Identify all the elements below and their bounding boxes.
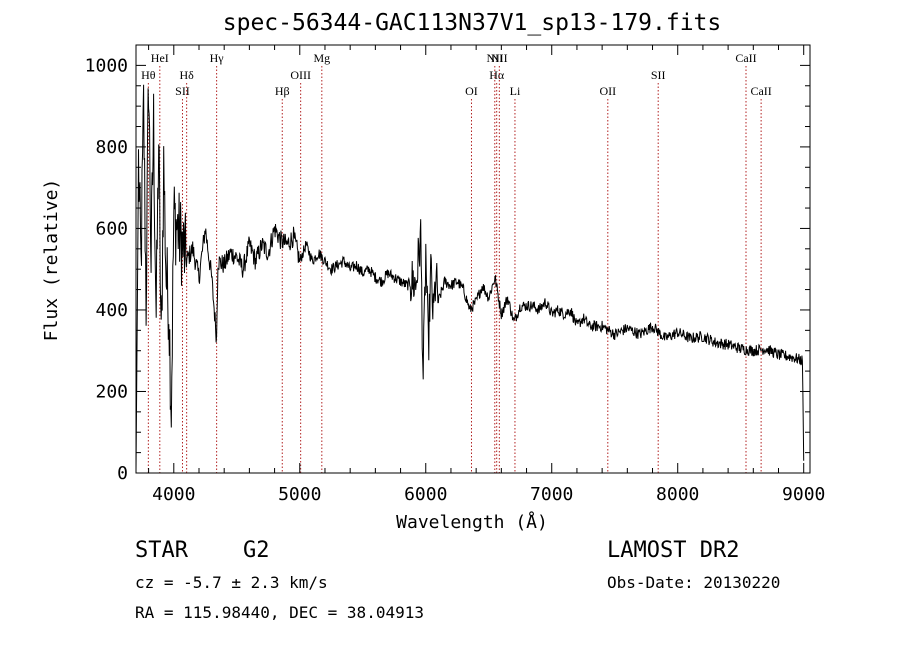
line-marker-label: Mg bbox=[313, 51, 330, 65]
y-tick-label: 1000 bbox=[85, 55, 128, 76]
x-tick-label: 9000 bbox=[782, 484, 825, 505]
x-tick-label: 4000 bbox=[152, 484, 195, 505]
x-tick-label: 5000 bbox=[278, 484, 321, 505]
line-marker-label: CaII bbox=[735, 51, 756, 65]
y-tick-label: 200 bbox=[95, 381, 128, 402]
spectral-subclass: G2 bbox=[243, 538, 270, 563]
y-tick-label: 800 bbox=[95, 137, 128, 158]
line-marker-label: SII bbox=[651, 68, 666, 82]
x-tick-label: 6000 bbox=[404, 484, 447, 505]
y-axis-label: Flux (relative) bbox=[41, 179, 62, 342]
plot-frame bbox=[135, 44, 811, 474]
axis-ticks: 4000 5000 6000 7000 8000 9000 0 200 400 600 800 100… bbox=[85, 44, 825, 505]
line-marker-label: Hδ bbox=[179, 68, 194, 82]
line-marker-label: NII bbox=[486, 51, 503, 65]
chart-title: spec-56344-GAC113N37V1_sp13-179.fits bbox=[223, 10, 722, 36]
y-tick-label: 400 bbox=[95, 300, 128, 321]
line-marker-label: SII bbox=[175, 84, 190, 98]
coordinates: RA = 115.98440, DEC = 38.04913 bbox=[135, 603, 424, 622]
line-marker-label: Hθ bbox=[141, 68, 156, 82]
y-tick-label: 600 bbox=[95, 218, 128, 239]
survey-name: LAMOST DR2 bbox=[607, 538, 740, 563]
x-tick-label: 7000 bbox=[530, 484, 573, 505]
redshift-value: cz = -5.7 ± 2.3 km/s bbox=[135, 573, 328, 592]
observation-date: Obs-Date: 20130220 bbox=[607, 573, 781, 592]
y-tick-label: 0 bbox=[117, 463, 128, 484]
line-marker-label: OIII bbox=[290, 68, 311, 82]
line-marker-label: CaII bbox=[750, 84, 771, 98]
line-marker-label: Li bbox=[510, 84, 521, 98]
x-axis-label: Wavelength (Å) bbox=[396, 511, 548, 533]
line-marker-label: OII bbox=[599, 84, 616, 98]
line-marker-label: Hγ bbox=[210, 51, 225, 65]
object-type: STAR bbox=[135, 538, 188, 563]
line-marker-label: Hβ bbox=[275, 84, 290, 98]
line-marker-label: Hα bbox=[489, 68, 505, 82]
line-marker-label: OI bbox=[465, 84, 478, 98]
x-tick-label: 8000 bbox=[656, 484, 699, 505]
spectrum-line bbox=[135, 84, 805, 472]
line-marker-label: HeI bbox=[151, 51, 169, 65]
line-marker-label: NII bbox=[491, 51, 508, 65]
